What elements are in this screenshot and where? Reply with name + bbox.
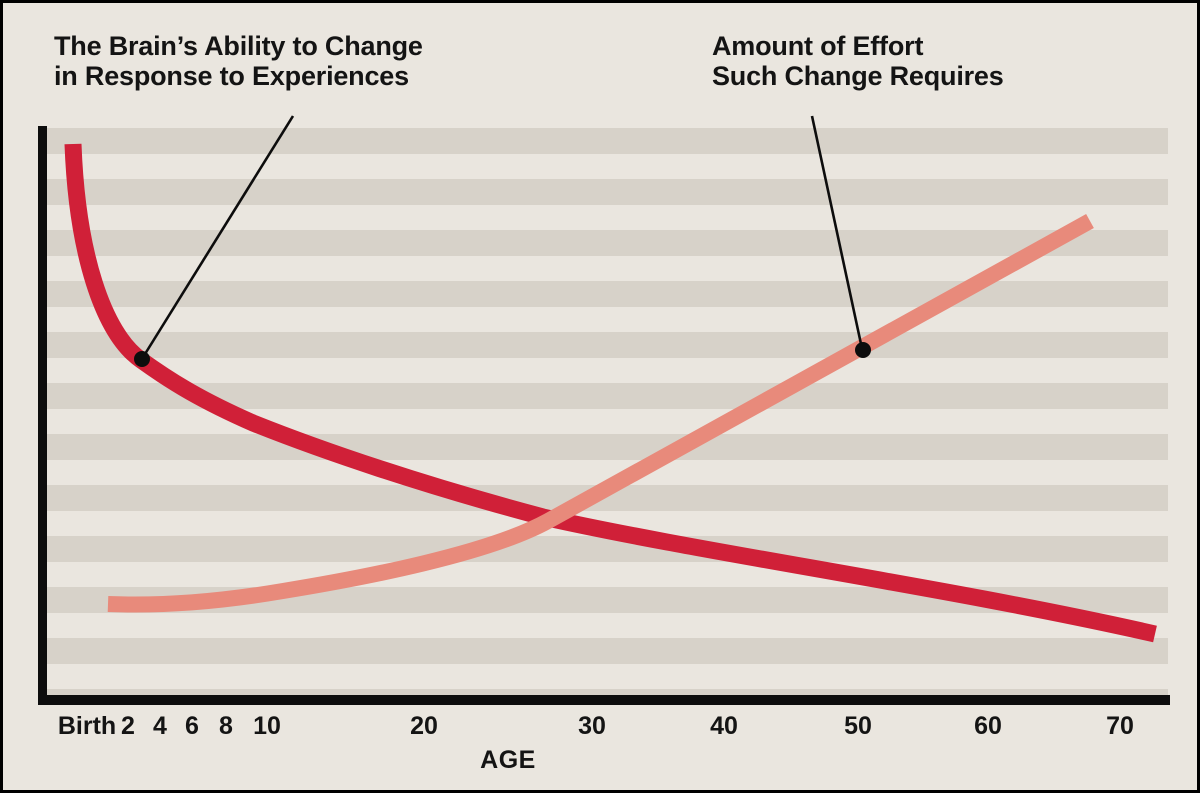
x-axis	[38, 695, 1170, 705]
x-tick-20: 20	[410, 712, 438, 740]
x-tick-8: 8	[219, 712, 233, 740]
x-tick-4: 4	[153, 712, 167, 740]
x-axis-title: AGE	[480, 746, 536, 774]
effort-label-line1: Amount of Effort	[712, 31, 924, 61]
x-tick-2: 2	[121, 712, 135, 740]
x-tick-6: 6	[185, 712, 199, 740]
x-tick-30: 30	[578, 712, 606, 740]
x-tick-birth: Birth	[57, 712, 117, 740]
x-tick-40: 40	[710, 712, 738, 740]
x-tick-70: 70	[1106, 712, 1134, 740]
x-tick-50: 50	[844, 712, 872, 740]
effort-label-line2: Such Change Requires	[712, 61, 1004, 91]
x-tick-10: 10	[253, 712, 281, 740]
effort-label: Amount of Effort Such Change Requires	[712, 31, 1004, 91]
plot-striped-background	[47, 128, 1168, 695]
brain-ability-label-line1: The Brain’s Ability to Change	[54, 31, 423, 61]
brain-ability-label: The Brain’s Ability to Change in Respons…	[54, 31, 423, 91]
x-tick-60: 60	[974, 712, 1002, 740]
brain-ability-label-line2: in Response to Experiences	[54, 61, 409, 91]
y-axis	[38, 126, 47, 705]
